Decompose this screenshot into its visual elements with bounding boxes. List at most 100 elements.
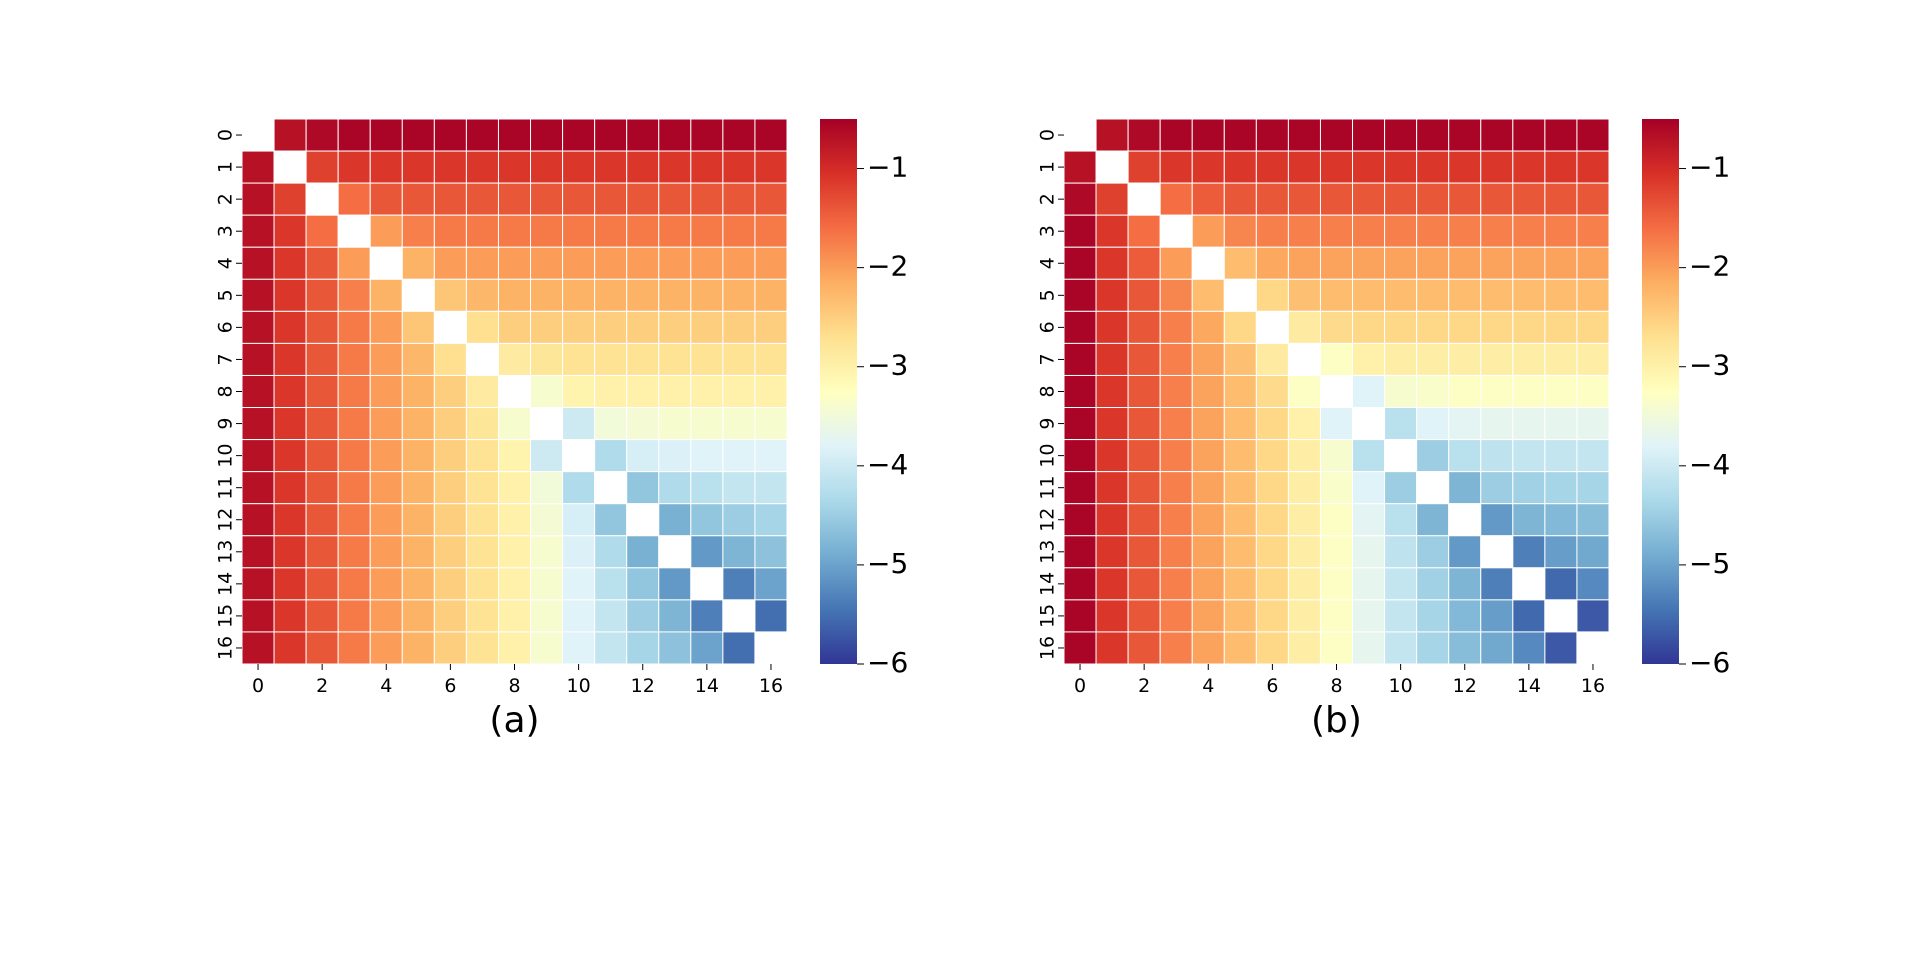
heatmap-cell xyxy=(1384,118,1418,152)
heatmap-cell xyxy=(1319,342,1354,376)
heatmap-cell xyxy=(1416,310,1450,344)
heatmap-cell xyxy=(1287,631,1321,665)
heatmap-cell xyxy=(1544,342,1578,376)
heatmap-cell xyxy=(1287,214,1321,248)
colorbar-tick-label: −2 xyxy=(867,250,908,283)
heatmap-cell xyxy=(1159,567,1193,601)
heatmap-cell xyxy=(1480,214,1514,248)
heatmap-cell xyxy=(305,599,339,633)
heatmap-cell xyxy=(273,535,307,569)
heatmap-cell xyxy=(1287,471,1321,505)
heatmap-cell xyxy=(433,599,467,633)
y-tick-label: 9 xyxy=(1037,418,1059,430)
heatmap-cell xyxy=(1319,374,1354,409)
heatmap-cell xyxy=(273,150,307,184)
x-tick-label: 10 xyxy=(567,675,591,697)
heatmap-cell xyxy=(1191,310,1225,344)
heatmap-cell xyxy=(1544,599,1578,633)
heatmap-cell xyxy=(1480,503,1514,537)
y-tick-label: 0 xyxy=(215,129,237,141)
heatmap-cell xyxy=(337,182,371,216)
heatmap-cell xyxy=(1191,118,1225,152)
heatmap-cell xyxy=(530,150,564,184)
heatmap-cell xyxy=(1512,118,1546,152)
heatmap-cell xyxy=(658,246,692,280)
heatmap-cell xyxy=(1063,503,1097,537)
heatmap-cell xyxy=(465,310,499,344)
heatmap-cell xyxy=(594,535,628,569)
heatmap-cell xyxy=(369,439,403,473)
heatmap-cell xyxy=(1448,535,1482,569)
heatmap-cell xyxy=(1191,246,1225,280)
heatmap-cell xyxy=(626,374,660,409)
heatmap-cell xyxy=(530,118,564,152)
heatmap-cell xyxy=(530,342,564,376)
heatmap-cell xyxy=(369,342,403,376)
heatmap-cell xyxy=(1319,567,1354,601)
x-tick-label: 12 xyxy=(631,675,655,697)
heatmap-cell xyxy=(401,342,435,376)
x-tick-label: 16 xyxy=(1581,675,1605,697)
heatmap-cell xyxy=(1063,278,1097,312)
heatmap-cell xyxy=(1512,471,1546,505)
heatmap-cell xyxy=(562,118,596,152)
heatmap-cell xyxy=(594,310,628,344)
heatmap-cell xyxy=(1095,246,1129,280)
heatmap-cell xyxy=(497,567,532,601)
heatmap-cell xyxy=(626,439,660,473)
heatmap-cell xyxy=(1255,150,1289,184)
heatmap-cell xyxy=(497,599,532,633)
heatmap-cell xyxy=(369,567,403,601)
heatmap-cell xyxy=(1512,439,1546,473)
heatmap-cell xyxy=(1480,310,1514,344)
heatmap-cell xyxy=(626,150,660,184)
heatmap-cell xyxy=(1287,246,1321,280)
y-tick-label: 7 xyxy=(215,353,237,365)
heatmap-cell xyxy=(658,310,692,344)
heatmap-cell xyxy=(369,535,403,569)
y-tick-label: 16 xyxy=(1037,636,1059,660)
y-tick-label: 12 xyxy=(1037,508,1059,532)
heatmap-cell xyxy=(1159,342,1193,376)
heatmap-cell xyxy=(305,407,339,441)
heatmap-cell xyxy=(690,214,724,248)
heatmap-cell xyxy=(305,567,339,601)
y-tick-label: 10 xyxy=(1037,444,1059,468)
colorbar-tick-label: −6 xyxy=(1689,646,1730,679)
heatmap-cell xyxy=(754,246,788,280)
heatmap-cell xyxy=(530,503,564,537)
heatmap-cell xyxy=(1480,535,1514,569)
heatmap-cell xyxy=(690,503,724,537)
heatmap-cell xyxy=(241,182,275,216)
heatmap-cell xyxy=(465,503,499,537)
heatmap-cell xyxy=(562,567,596,601)
y-tick-label: 9 xyxy=(215,418,237,430)
heatmap-cell xyxy=(754,407,788,441)
heatmap-cell xyxy=(690,374,724,409)
y-tick-label: 15 xyxy=(215,604,237,628)
heatmap-cell xyxy=(754,374,788,409)
heatmap-cell xyxy=(1319,150,1354,184)
heatmap-cell xyxy=(273,182,307,216)
heatmap-cell xyxy=(1095,407,1129,441)
colorbar-tick-label: −2 xyxy=(1689,250,1730,283)
heatmap-cell xyxy=(369,246,403,280)
heatmap-cell xyxy=(241,118,275,152)
heatmap-cell xyxy=(1287,182,1321,216)
heatmap-cell xyxy=(497,118,532,152)
y-tick-label: 4 xyxy=(215,257,237,269)
heatmap-cell xyxy=(241,407,275,441)
y-tick-label: 6 xyxy=(1037,321,1059,333)
heatmap-cell xyxy=(1416,374,1450,409)
heatmap-cell xyxy=(562,342,596,376)
heatmap-cell xyxy=(530,374,564,409)
heatmap-cell xyxy=(273,278,307,312)
heatmap-cell xyxy=(1287,278,1321,312)
heatmap-cell xyxy=(337,214,371,248)
y-tick-label: 3 xyxy=(215,225,237,237)
heatmap-cell xyxy=(1448,471,1482,505)
heatmap-cell xyxy=(722,503,756,537)
heatmap-cell xyxy=(1576,118,1610,152)
heatmap-cell xyxy=(690,118,724,152)
heatmap-cell xyxy=(594,439,628,473)
